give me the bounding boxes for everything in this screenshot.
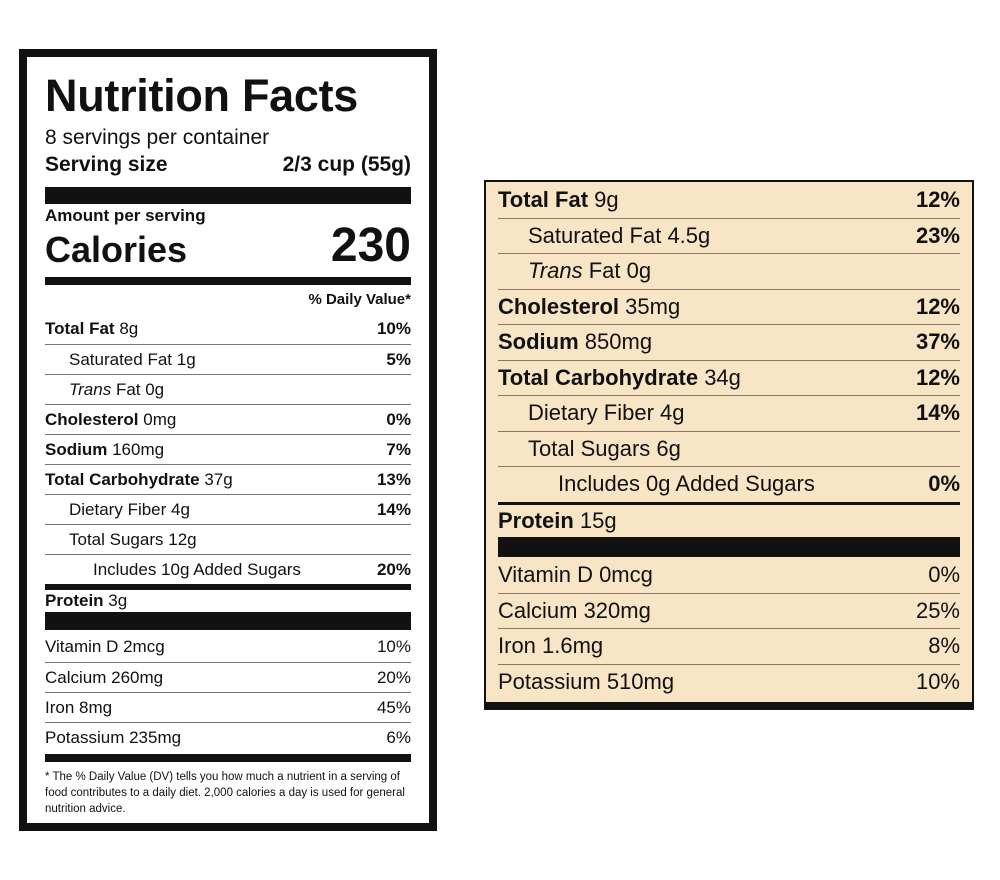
- serving-size-label: Serving size: [45, 153, 168, 176]
- nutrient-row-protein: Protein 15g: [498, 501, 960, 538]
- label-title: Nutrition Facts: [45, 70, 359, 121]
- nutrient-row-protein: Protein 3g: [45, 584, 411, 612]
- amount-per-serving: Amount per serving: [45, 206, 206, 225]
- nutrient-list: Total Fat 8g 10% Saturated Fat 1g 5% Tra…: [45, 314, 411, 612]
- vitamin-row: Potassium 235mg 6%: [45, 722, 411, 752]
- nutrient-row-trans-fat: Trans Fat 0g: [498, 253, 960, 289]
- nutrient-row-dietary-fiber: Dietary Fiber 4g 14%: [498, 395, 960, 431]
- nutrient-row-total-sugars: Total Sugars 12g: [45, 524, 411, 554]
- vitamin-row: Vitamin D 0mcg 0%: [498, 561, 960, 587]
- nutrient-row-total-carbohydrate: Total Carbohydrate 37g 13%: [45, 464, 411, 494]
- nutrient-row-cholesterol: Cholesterol 0mg 0%: [45, 404, 411, 434]
- nutrient-row-trans-fat: Trans Fat 0g: [45, 374, 411, 404]
- nutrient-row-saturated-fat: Saturated Fat 1g 5%: [45, 344, 411, 374]
- thick-divider-vitamins: [498, 537, 960, 557]
- serving-size-value: 2/3 cup (55g): [282, 153, 411, 176]
- nutrition-facts-label-right: Total Fat 9g 12% Saturated Fat 4.5g 23% …: [484, 180, 974, 710]
- nutrient-row-dietary-fiber: Dietary Fiber 4g 14%: [45, 494, 411, 524]
- vitamin-row: Calcium 320mg 25%: [498, 592, 960, 629]
- thick-divider: [45, 187, 411, 204]
- nutrient-row-total-fat: Total Fat 8g 10%: [45, 319, 411, 338]
- nutrient-row-total-fat: Total Fat 9g 12%: [498, 186, 960, 212]
- nutrient-row-total-carbohydrate: Total Carbohydrate 34g 12%: [498, 359, 960, 396]
- servings-per-container: 8 servings per container: [45, 126, 270, 149]
- calories-label: Calories: [45, 229, 188, 270]
- calories-row: Calories 230: [45, 219, 411, 273]
- footer-divider: [45, 754, 411, 762]
- vitamin-row: Vitamin D 2mcg 10%: [45, 637, 411, 656]
- nutrient-row-sodium: Sodium 160mg 7%: [45, 434, 411, 464]
- vitamin-row: Iron 8mg 45%: [45, 692, 411, 722]
- calories-value: 230: [330, 219, 411, 272]
- nutrient-row-total-sugars: Total Sugars 6g: [498, 430, 960, 467]
- medium-divider: [45, 277, 411, 285]
- nutrient-row-saturated-fat: Saturated Fat 4.5g 23%: [498, 217, 960, 254]
- nutrient-row-added-sugars: Includes 0g Added Sugars 0%: [498, 466, 960, 502]
- daily-value-header: % Daily Value*: [308, 291, 411, 308]
- nutrient-list-right: Total Fat 9g 12% Saturated Fat 4.5g 23% …: [498, 182, 960, 699]
- vitamin-list: Vitamin D 2mcg 10% Calcium 260mg 20% Iron …: [45, 632, 411, 752]
- nutrient-row-added-sugars: Includes 10g Added Sugars 20%: [45, 554, 411, 584]
- vitamin-row: Potassium 510mg 10%: [498, 663, 960, 700]
- nutrition-facts-label-left: Nutrition Facts 8 servings per container…: [19, 49, 437, 831]
- daily-value-footnote: * The % Daily Value (DV) tells you how m…: [45, 771, 405, 815]
- thick-divider-vitamins: [45, 612, 411, 630]
- nutrient-row-cholesterol: Cholesterol 35mg 12%: [498, 288, 960, 325]
- vitamin-row: Calcium 260mg 20%: [45, 662, 411, 692]
- nutrient-row-sodium: Sodium 850mg 37%: [498, 324, 960, 360]
- serving-size-row: Serving size 2/3 cup (55g): [45, 152, 411, 178]
- vitamin-row: Iron 1.6mg 8%: [498, 628, 960, 664]
